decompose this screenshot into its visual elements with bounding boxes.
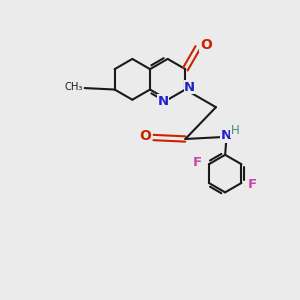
Text: CH₃: CH₃	[64, 82, 83, 92]
Text: N: N	[221, 129, 232, 142]
Text: O: O	[139, 129, 151, 143]
Text: F: F	[193, 156, 202, 169]
Text: F: F	[248, 178, 257, 191]
Text: N: N	[184, 81, 195, 94]
Text: O: O	[200, 38, 212, 52]
Text: H: H	[230, 124, 239, 137]
Text: N: N	[158, 95, 169, 108]
